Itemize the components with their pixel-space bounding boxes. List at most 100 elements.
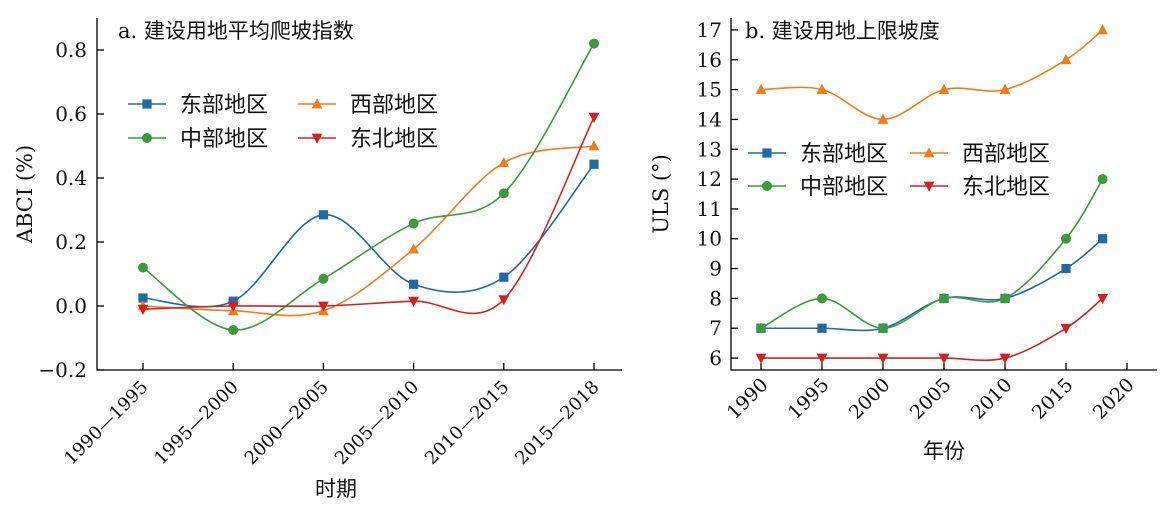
chart-b-y-tick-label: 15 [697, 78, 722, 102]
chart-a-y-tick-label: 0.2 [55, 230, 87, 254]
chart-b-y-tick-label: 14 [697, 107, 722, 131]
chart-a-point-series-2 [498, 156, 510, 168]
chart-b-title: b. 建设用地上限坡度 [745, 19, 940, 43]
chart-a-x-tick-label: 2005—2010 [331, 377, 423, 469]
chart-a-legend-marker [311, 133, 323, 144]
chart-a-legend-label: 西部地区 [350, 93, 438, 118]
chart-b-line-series-2 [760, 29, 1104, 121]
chart-b-x-tick-label: 2015 [1028, 374, 1078, 424]
chart-b-legend-label: 西部地区 [962, 142, 1050, 167]
chart-b-point-series-2 [1097, 24, 1108, 35]
chart-a-y-tick-label: 0.8 [55, 38, 87, 62]
chart-b-point-series-4 [755, 353, 767, 364]
chart-b-y-axis-label: ULS (°) [649, 154, 673, 234]
chart-b-y-tick-label: 12 [697, 167, 722, 191]
chart-b-point-series-2 [816, 83, 828, 94]
chart-a-x-tick-label: 2000—2005 [241, 377, 333, 469]
chart-b-x-tick-label: 1995 [784, 374, 834, 424]
chart-b-line-series-3 [760, 178, 1104, 330]
chart-a-point-series-1 [409, 279, 419, 289]
chart-b-point-series-1 [1098, 234, 1108, 244]
chart-b-x-tick-label: 2000 [845, 374, 895, 424]
chart-b-point-series-2 [877, 113, 889, 124]
chart-b-legend-label: 东部地区 [800, 142, 888, 167]
chart-b-legend-label: 东北地区 [962, 175, 1050, 200]
chart-a-point-series-3 [138, 262, 148, 273]
chart-b-point-series-4 [1097, 294, 1108, 305]
chart-b-x-tick-label: 2010 [967, 374, 1017, 424]
chart-b-y-tick-label: 16 [697, 48, 722, 72]
chart-b-point-series-2 [1060, 53, 1072, 65]
chart-a-x-tick-label: 2015—2018 [511, 377, 603, 469]
chart-b-line-series-1 [760, 238, 1104, 332]
chart-a-legend-marker [142, 99, 152, 109]
chart-a-point-series-4 [227, 301, 239, 312]
chart-a-point-series-4 [498, 295, 510, 306]
chart-a-y-tick-label: 0.4 [55, 166, 87, 190]
chart-a-series [137, 38, 600, 335]
chart-a-point-series-3 [589, 38, 599, 49]
chart-a-title: a. 建设用地平均爬坡指数 [118, 19, 354, 43]
chart-a-y-tick-label: 0.0 [55, 294, 87, 318]
chart-a-point-series-1 [499, 272, 509, 282]
chart-b-point-series-4 [877, 353, 889, 364]
chart-a-point-series-1 [138, 293, 148, 303]
chart-a-y-ticks: −0.2 0.0 0.2 0.4 0.6 0.8 [38, 38, 104, 382]
chart-b-x-tick-label: 2005 [906, 374, 956, 424]
chart-a-x-tick-label: 1995—2000 [150, 377, 242, 469]
chart-b-legend-marker [762, 148, 772, 158]
chart-b-point-series-4 [999, 353, 1011, 364]
chart-a-point-series-3 [228, 325, 239, 335]
chart-b-point-series-3 [756, 323, 766, 334]
chart-b-series [755, 24, 1108, 364]
chart-b-legend-marker [923, 181, 935, 192]
chart-b-point-series-4 [938, 353, 950, 364]
chart-a-legend-label: 东部地区 [180, 93, 268, 118]
chart-a-x-tick-label: 1990—1995 [60, 377, 152, 469]
chart-b-x-tick-label: 1990 [723, 374, 773, 424]
chart-b-y-tick-label: 7 [709, 316, 722, 340]
chart-a-line-series-3 [142, 43, 595, 331]
chart-b: b. 建设用地上限坡度 ULS (°) 年份 6 7 8 9 10 11 12 13 14 15 1… [649, 18, 1157, 463]
chart-a-point-series-3 [408, 218, 419, 229]
chart-b-x-axis-label: 年份 [923, 439, 965, 463]
chart-b-point-series-3 [1000, 293, 1010, 304]
chart-a-y-axis-label: ABCI (%) [13, 145, 37, 244]
chart-a-point-series-4 [588, 112, 600, 123]
chart-b-legend-marker [762, 181, 772, 191]
chart-a-x-axis-label: 时期 [315, 477, 357, 501]
chart-a-legend-label: 东北地区 [350, 127, 438, 152]
chart-b-y-tick-label: 11 [697, 197, 722, 221]
chart-b-y-ticks: 6 7 8 9 10 11 12 13 14 15 16 17 [697, 18, 738, 370]
chart-a-legend-marker [142, 133, 152, 143]
chart-a-x-ticks: 1990—19951995—20002000—20052005—20102010… [60, 363, 604, 469]
chart-a: a. 建设用地平均爬坡指数 ABCI (%) 时期 −0.2 0.0 0.2 0.4 0… [13, 18, 622, 501]
chart-a-x-tick-label: 2010—2015 [421, 377, 513, 469]
chart-b-y-tick-label: 9 [709, 257, 722, 281]
chart-b-x-tick-label: 2020 [1089, 374, 1139, 424]
chart-b-point-series-3 [1061, 233, 1071, 244]
chart-b-point-series-3 [878, 323, 888, 334]
chart-a-point-series-1 [228, 296, 238, 306]
chart-a-point-series-1 [318, 210, 328, 220]
chart-a-y-tick-label: 0.6 [55, 102, 87, 126]
chart-b-y-tick-label: 6 [709, 346, 722, 370]
chart-b-y-tick-label: 10 [697, 227, 722, 251]
chart-b-line-series-4 [760, 297, 1104, 362]
chart-b-point-series-2 [999, 83, 1011, 94]
chart-a-point-series-3 [318, 273, 329, 284]
chart-b-axes [730, 18, 1157, 371]
chart-b-point-series-2 [938, 83, 950, 94]
chart-b-point-series-4 [816, 353, 828, 364]
chart-b-point-series-1 [1061, 263, 1071, 274]
chart-b-x-ticks: 1990 1995 2000 2005 2010 2015 2020 [723, 363, 1139, 424]
chart-a-point-series-4 [137, 304, 149, 315]
chart-a-axes [96, 18, 622, 371]
chart-a-line-series-2 [142, 145, 595, 317]
chart-a-y-tick-label: −0.2 [38, 358, 87, 382]
chart-a-point-series-3 [498, 188, 509, 199]
chart-b-point-series-2 [755, 83, 767, 94]
